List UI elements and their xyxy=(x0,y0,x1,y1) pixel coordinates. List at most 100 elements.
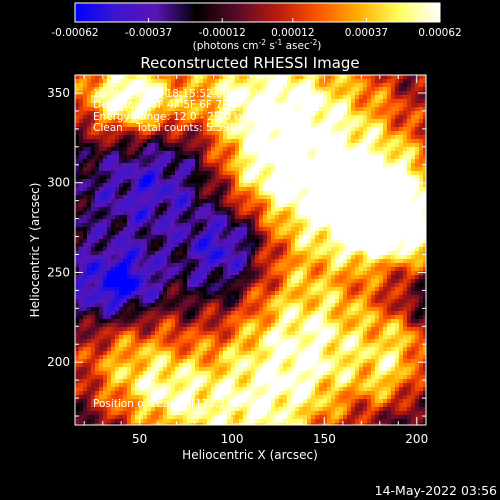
heatmap-cell xyxy=(291,227,296,232)
heatmap-cell xyxy=(423,135,426,140)
heatmap-cell xyxy=(127,247,132,252)
heatmap-cell xyxy=(147,171,152,176)
heatmap-cell xyxy=(107,143,112,148)
heatmap-cell xyxy=(299,179,304,184)
heatmap-cell xyxy=(135,287,140,292)
heatmap-cell xyxy=(243,191,248,196)
heatmap-cell xyxy=(211,247,216,252)
heatmap-cell xyxy=(83,239,88,244)
heatmap-cell xyxy=(159,115,164,120)
heatmap-cell xyxy=(355,103,360,108)
heatmap-cell xyxy=(355,83,360,88)
heatmap-cell xyxy=(75,255,80,260)
heatmap-cell xyxy=(387,91,392,96)
heatmap-cell xyxy=(147,295,152,300)
heatmap-cell xyxy=(231,227,236,232)
heatmap-cell xyxy=(211,283,216,288)
heatmap-cell xyxy=(367,271,372,276)
heatmap-cell xyxy=(371,263,376,268)
heatmap-cell xyxy=(267,155,272,160)
heatmap-cell xyxy=(215,299,220,304)
heatmap-cell xyxy=(287,223,292,228)
heatmap-cell xyxy=(311,267,316,272)
heatmap-cell xyxy=(175,299,180,304)
heatmap-cell xyxy=(263,223,268,228)
heatmap-cell xyxy=(171,107,176,112)
heatmap-cell xyxy=(135,251,140,256)
heatmap-cell xyxy=(159,255,164,260)
heatmap-cell xyxy=(271,263,276,268)
heatmap-cell xyxy=(235,227,240,232)
heatmap-cell xyxy=(259,163,264,168)
heatmap-cell xyxy=(367,139,372,144)
heatmap-cell xyxy=(115,143,120,148)
heatmap-cell xyxy=(195,119,200,124)
heatmap-cell xyxy=(127,235,132,240)
heatmap-cell xyxy=(179,215,184,220)
heatmap-cell xyxy=(167,283,172,288)
heatmap-cell xyxy=(83,183,88,188)
heatmap-cell xyxy=(299,103,304,108)
heatmap-cell xyxy=(111,187,116,192)
heatmap-cell xyxy=(219,251,224,256)
heatmap-cell xyxy=(155,147,160,152)
heatmap-cell xyxy=(219,167,224,172)
heatmap-cell xyxy=(271,155,276,160)
heatmap-cell xyxy=(111,179,116,184)
heatmap-cell xyxy=(231,179,236,184)
heatmap-cell xyxy=(239,263,244,268)
heatmap-cell xyxy=(215,103,220,108)
heatmap-cell xyxy=(403,135,408,140)
heatmap-cell xyxy=(291,103,296,108)
heatmap-cell xyxy=(279,123,284,128)
heatmap-cell xyxy=(399,183,404,188)
heatmap-cell xyxy=(163,223,168,228)
heatmap-cell xyxy=(99,259,104,264)
heatmap-cell xyxy=(115,159,120,164)
heatmap-cell xyxy=(367,159,372,164)
heatmap-cell xyxy=(307,291,312,296)
heatmap-cell xyxy=(111,155,116,160)
heatmap-cell xyxy=(227,147,232,152)
heatmap-cell xyxy=(167,203,172,208)
heatmap-cell xyxy=(123,183,128,188)
heatmap-cell xyxy=(191,259,196,264)
heatmap-cell xyxy=(263,271,268,276)
heatmap-cell xyxy=(239,195,244,200)
heatmap-cell xyxy=(103,115,108,120)
heatmap-cell xyxy=(115,287,120,292)
heatmap-cell xyxy=(323,199,328,204)
heatmap-cell xyxy=(175,207,180,212)
heatmap-cell xyxy=(251,279,256,284)
heatmap-cell xyxy=(103,219,108,224)
heatmap-cell xyxy=(299,287,304,292)
heatmap-cell xyxy=(215,215,220,220)
heatmap-cell xyxy=(419,259,424,264)
heatmap-cell xyxy=(255,107,260,112)
heatmap-cell xyxy=(107,175,112,180)
heatmap-cell xyxy=(235,127,240,132)
heatmap-cell xyxy=(183,271,188,276)
heatmap-cell xyxy=(143,283,148,288)
heatmap-cell xyxy=(235,167,240,172)
heatmap-cell xyxy=(79,227,84,232)
heatmap-cell xyxy=(87,223,92,228)
heatmap-cell xyxy=(79,155,84,160)
heatmap-cell xyxy=(231,299,236,304)
heatmap-cell xyxy=(395,287,400,292)
heatmap-cell xyxy=(275,75,280,80)
heatmap-cell xyxy=(139,287,144,292)
heatmap-cell xyxy=(175,147,180,152)
heatmap-cell xyxy=(127,95,132,100)
heatmap-cell xyxy=(183,211,188,216)
heatmap-cell xyxy=(235,203,240,208)
heatmap-cell xyxy=(207,291,212,296)
heatmap-cell xyxy=(243,83,248,88)
heatmap-cell xyxy=(139,135,144,140)
heatmap-cell xyxy=(387,163,392,168)
heatmap-cell xyxy=(403,79,408,84)
heatmap-cell xyxy=(255,167,260,172)
heatmap-cell xyxy=(295,211,300,216)
heatmap-cell xyxy=(319,151,324,156)
heatmap-cell xyxy=(167,227,172,232)
